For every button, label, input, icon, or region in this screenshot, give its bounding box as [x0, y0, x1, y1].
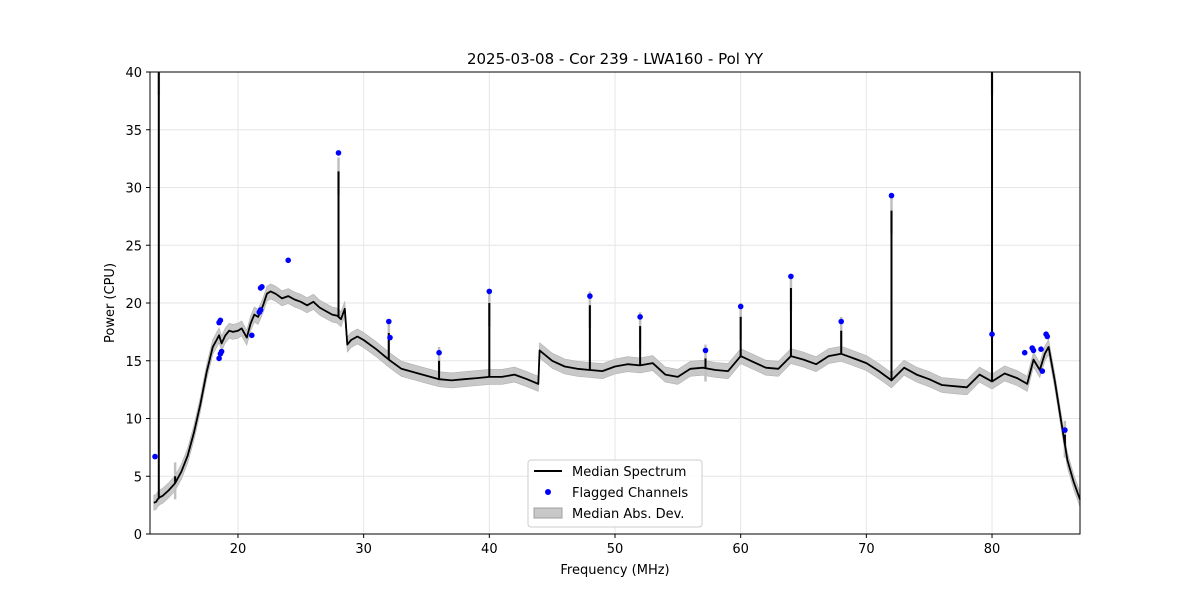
legend: Median Spectrum Flagged Channels Median … [527, 459, 703, 528]
x-tick-label: 80 [984, 542, 1001, 557]
flagged-channel-point [218, 348, 225, 355]
flagged-channel-point [259, 284, 265, 290]
y-axis-ticks: 0 5 10 15 20 25 30 35 40 [125, 66, 150, 543]
flagged-channel-point [989, 331, 995, 338]
y-tick-label: 30 [125, 182, 142, 197]
x-tick-label: 30 [355, 542, 372, 557]
flagged-channel-point [587, 293, 593, 299]
y-tick-label: 40 [125, 66, 142, 81]
flagged-channel-point [217, 317, 224, 324]
x-tick-label: 60 [732, 542, 749, 557]
flagged-channel-point [249, 332, 255, 339]
flagged-channel-point [386, 318, 392, 325]
legend-flagged-dot-icon [545, 489, 551, 495]
x-axis-label: Frequency (MHz) [560, 563, 669, 578]
flagged-channel-point [737, 303, 744, 310]
y-tick-label: 0 [134, 528, 142, 543]
flagged-channel-point [888, 192, 895, 199]
legend-mad-patch-icon [533, 507, 563, 519]
flagged-channel-point [1021, 349, 1028, 356]
legend-mad-label: Median Abs. Dev. [572, 507, 684, 522]
flagged-channel-point [838, 318, 844, 325]
y-tick-label: 25 [125, 239, 142, 254]
flagged-channel-point [387, 334, 393, 341]
flagged-channel-point [335, 150, 342, 156]
flagged-channel-point [637, 314, 643, 320]
x-tick-label: 70 [858, 542, 875, 557]
flagged-channel-point [216, 355, 222, 362]
flagged-channel-point [1044, 333, 1051, 340]
flagged-channel-point [1030, 347, 1037, 354]
y-axis-label: Power (CPU) [103, 263, 118, 343]
legend-flagged-label: Flagged Channels [572, 486, 688, 501]
flagged-channel-point [152, 453, 158, 460]
flagged-channel-point [486, 288, 493, 295]
legend-median-label: Median Spectrum [572, 465, 686, 480]
x-tick-label: 20 [230, 542, 247, 557]
y-tick-label: 35 [125, 124, 142, 139]
legend-box [527, 459, 703, 528]
x-tick-label: 40 [481, 542, 498, 557]
chart-title: 2025-03-08 - Cor 239 - LWA160 - Pol YY [467, 50, 764, 68]
flagged-channel-point [257, 307, 264, 313]
median-spectrum-layer [153, 72, 1081, 504]
flagged-channels-layer [152, 150, 1068, 460]
y-tick-label: 10 [125, 413, 142, 428]
x-tick-label: 50 [607, 542, 624, 557]
y-tick-label: 20 [125, 297, 142, 312]
flagged-channel-point [285, 257, 292, 264]
flagged-channel-point [1038, 346, 1044, 353]
x-axis-ticks: 20 30 40 50 60 70 80 [230, 534, 1001, 557]
y-tick-label: 15 [125, 355, 142, 370]
flagged-channel-point [1062, 427, 1068, 433]
flagged-channel-point [788, 273, 794, 280]
flagged-channel-point [702, 347, 709, 354]
flagged-channel-point [436, 349, 442, 356]
flagged-channel-point [1039, 368, 1046, 374]
median-spectrum-line [153, 290, 1081, 504]
y-tick-label: 5 [134, 470, 142, 485]
